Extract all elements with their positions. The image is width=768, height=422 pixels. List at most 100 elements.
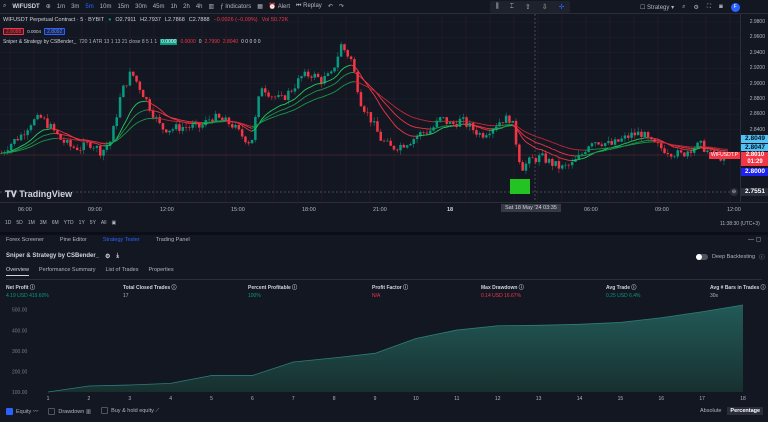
bars-icon[interactable]: ⫼ [495, 3, 499, 10]
alert-button[interactable]: ⏰ Alert [268, 4, 291, 10]
moving-average-line [278, 109, 282, 112]
range-6m[interactable]: 6M [51, 220, 59, 226]
moving-average-line [532, 140, 536, 143]
stat-value-percent: 419.60% [29, 293, 49, 299]
timeframe-30m[interactable]: 30m [135, 3, 147, 10]
candle [198, 122, 201, 128]
avatar[interactable]: F [730, 2, 740, 12]
range-5d[interactable]: 5D [16, 220, 23, 226]
buy-button[interactable]: 2.8092 [44, 28, 66, 35]
timeframe-2h[interactable]: 2h [183, 3, 190, 10]
timeframe-15m[interactable]: 15m [117, 3, 130, 10]
timeframe-10m[interactable]: 10m [99, 3, 112, 10]
range-1y[interactable]: 1Y [78, 220, 85, 226]
tab-pine-editor[interactable]: Pine Editor [59, 237, 87, 243]
time-axis[interactable]: 06:00 09:00 12:00 15:00 18:00 21:00 18 06:00 09:… [0, 202, 768, 216]
moving-average-line [476, 125, 480, 127]
moving-average-line [281, 112, 285, 115]
measure-icon[interactable]: ⌶ [509, 3, 514, 10]
candle [56, 130, 59, 134]
camera-icon[interactable]: ◙ [719, 4, 723, 10]
moving-average-line [631, 142, 635, 145]
timeframe-3m[interactable]: 3m [71, 3, 80, 10]
subtab-list-of-trades[interactable]: List of Trades [105, 267, 139, 273]
candle [379, 131, 382, 141]
subtab-performance-summary[interactable]: Performance Summary [38, 267, 96, 273]
date-range-icon[interactable]: ▣ [111, 220, 117, 226]
candle [504, 115, 508, 124]
moving-average-line [433, 131, 437, 134]
toggle-switch[interactable] [696, 254, 708, 260]
moving-average-line [241, 123, 246, 125]
scroll-to-realtime-icon[interactable]: ⊖ [730, 188, 738, 196]
moving-average-line [670, 145, 675, 148]
arrow-down-icon[interactable]: ⇩ [541, 4, 548, 11]
moving-average-line [367, 86, 371, 90]
candle [102, 149, 105, 156]
layout-icon[interactable]: ▦ [257, 4, 263, 10]
candle [23, 134, 26, 136]
tab-trading-panel[interactable]: Trading Panel [155, 237, 190, 243]
moving-average-line [598, 150, 602, 153]
equity-checkbox[interactable]: Equity 〰 [6, 407, 38, 416]
timeframe-45m[interactable]: 45m [152, 3, 165, 10]
replay-label: Replay [303, 3, 322, 9]
add-symbol-icon[interactable]: ⊕ [45, 4, 51, 10]
deep-backtesting-toggle[interactable]: Deep Backtesting ⓘ [696, 253, 765, 261]
timeframe-4h[interactable]: 4h [195, 3, 203, 10]
range-5y[interactable]: 5Y [89, 220, 96, 226]
stat-label-text: Max Drawdown [481, 285, 518, 291]
tab-strategy-tester[interactable]: Strategy Tester [102, 237, 140, 243]
moving-average-line [344, 65, 348, 69]
minimize-icon[interactable]: — [748, 237, 754, 243]
moving-average-line [129, 125, 134, 130]
subtab-properties[interactable]: Properties [148, 267, 174, 273]
range-ytd[interactable]: YTD [63, 220, 74, 226]
candle [689, 151, 693, 153]
undo-icon[interactable]: ↶ [327, 4, 333, 10]
buyhold-checkbox[interactable]: Buy & hold equity ⟋ [101, 407, 159, 415]
redo-icon[interactable]: ↷ [338, 4, 344, 10]
price-chart[interactable] [0, 14, 740, 202]
ohlc-high: H2.7937 [140, 17, 161, 23]
timeframe-1h[interactable]: 1h [170, 3, 178, 10]
moving-average-line [175, 119, 180, 122]
sell-button[interactable]: 2.8088 [3, 28, 25, 35]
timeframe-1m[interactable]: 1m [56, 3, 66, 10]
timeframe-5m[interactable]: 5m [85, 3, 94, 10]
candle [376, 121, 379, 132]
arrow-up-icon[interactable]: ⇧ [524, 4, 531, 11]
stat-label: Net Profit ⓘ [6, 284, 49, 291]
replay-button[interactable]: ⏮ Replay [296, 3, 322, 9]
absolute-button[interactable]: Absolute [700, 408, 722, 414]
fullscreen-icon[interactable]: ⛶ [706, 3, 712, 10]
maximize-icon[interactable]: ▢ [755, 237, 762, 243]
range-all[interactable]: All [100, 220, 107, 226]
crosshair-icon[interactable]: ✛ [558, 4, 565, 11]
range-1d[interactable]: 1D [5, 220, 12, 226]
strategy-settings-icon[interactable]: ⚙ [105, 254, 111, 260]
candle [75, 147, 79, 151]
moving-average-line [716, 148, 721, 151]
subtab-overview[interactable]: Overview [6, 267, 29, 276]
indicators-button[interactable]: ƒ Indicators [220, 3, 252, 10]
range-1m[interactable]: 1M [27, 220, 35, 226]
settings-icon[interactable]: ⚙ [693, 4, 699, 11]
moving-average-line [212, 121, 216, 124]
percentage-button[interactable]: Percentage [727, 407, 764, 415]
tab-forex-screener[interactable]: Forex Screener [6, 237, 44, 243]
export-icon[interactable]: ⤓ [116, 253, 120, 259]
range-3m[interactable]: 3M [39, 220, 47, 226]
price-axis[interactable]: 2.9800 2.9600 2.9400 2.9200 2.9000 2.8800 2.86… [740, 14, 768, 202]
search-icon[interactable]: ⌕ [3, 3, 7, 9]
strategy-dropdown[interactable]: ☐ Strategy ▾ [640, 4, 675, 11]
moving-average-line [360, 83, 365, 86]
candle [495, 126, 498, 129]
candle [59, 133, 62, 140]
candle [95, 145, 99, 148]
chart-type-icon[interactable]: ▥ [208, 4, 215, 10]
indicator-name[interactable]: Sniper & Strategy by CSBender_ [3, 39, 77, 45]
drawdown-checkbox[interactable]: Drawdown ▥ [48, 407, 91, 415]
symbol-search[interactable]: WIFUSDT [12, 3, 40, 10]
quick-search-icon[interactable]: ⌕ [682, 3, 686, 10]
